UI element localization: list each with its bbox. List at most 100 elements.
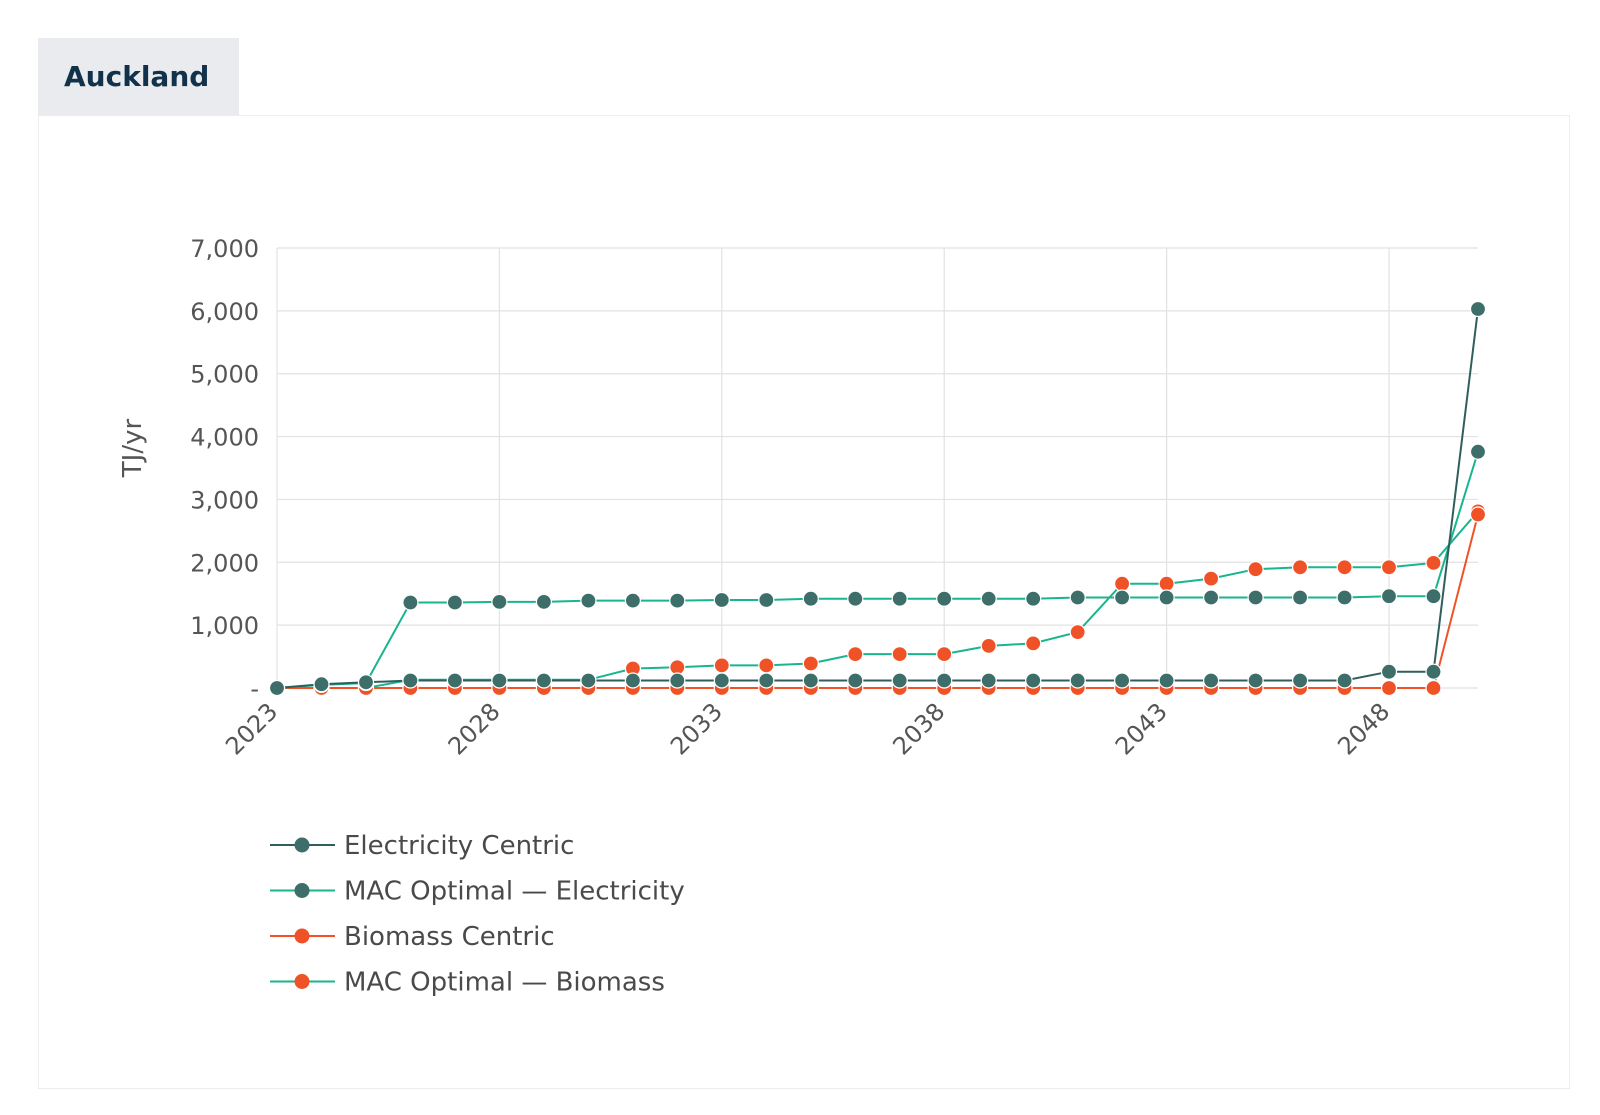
legend-marker (294, 928, 310, 944)
data-point (1247, 589, 1264, 606)
legend-label: MAC Optimal — Electricity (344, 877, 685, 907)
data-point (268, 679, 286, 697)
data-point (1291, 672, 1309, 689)
data-point (936, 590, 953, 607)
data-point (936, 672, 953, 689)
data-point (446, 672, 463, 689)
data-point (758, 591, 775, 609)
data-point (1247, 672, 1264, 689)
x-tick-label: 2048 (1332, 697, 1395, 760)
data-point (1113, 589, 1131, 606)
data-point (802, 672, 819, 689)
data-point (1336, 672, 1353, 689)
data-point (1158, 575, 1175, 592)
x-axis: 2023 2028 2033 2038 2043 2048 (220, 697, 1395, 760)
legend-label: Biomass Centric (344, 922, 555, 952)
data-point (1469, 506, 1487, 523)
y-tick-label: 4,000 (190, 424, 259, 452)
data-point (1113, 575, 1131, 592)
data-point (580, 672, 597, 689)
data-point (980, 672, 997, 689)
legend-label: MAC Optimal — Biomass (344, 968, 665, 998)
x-tick-label: 2043 (1110, 697, 1173, 760)
data-point (1247, 561, 1264, 578)
data-point (847, 645, 864, 663)
data-point (1425, 663, 1442, 680)
legend: Electricity Centric MAC Optimal — Electri… (270, 831, 685, 998)
region-tab-label: Auckland (64, 60, 210, 93)
x-tick-label: 2033 (665, 697, 728, 760)
data-point (1291, 589, 1309, 606)
data-point (1158, 672, 1175, 689)
data-point (980, 637, 997, 655)
y-tick-label: 7,000 (190, 235, 259, 263)
data-point (1202, 570, 1220, 587)
data-point (491, 672, 508, 689)
chart-grid (276, 247, 1478, 689)
data-point (713, 672, 730, 689)
data-point (402, 594, 419, 611)
series-line (277, 514, 1479, 689)
data-point (1380, 559, 1398, 576)
data-point (1469, 300, 1487, 318)
y-tick-label: - (250, 675, 259, 703)
series-line (276, 451, 1479, 689)
x-tick-label: 2023 (220, 697, 283, 760)
y-tick-label: 5,000 (190, 361, 259, 389)
y-axis-label: TJ/yr (118, 418, 148, 478)
data-point (1380, 679, 1398, 697)
data-point (758, 672, 775, 689)
data-point (535, 672, 553, 689)
data-point (580, 592, 597, 609)
data-point (491, 593, 508, 611)
legend-marker (294, 883, 310, 898)
data-point (1025, 635, 1042, 652)
data-point (713, 591, 730, 609)
x-tick-label: 2028 (443, 697, 506, 760)
legend-marker (294, 837, 310, 853)
data-point (1025, 672, 1042, 689)
data-point (758, 657, 775, 674)
data-point (313, 676, 330, 693)
data-point (402, 672, 419, 689)
data-point (1069, 672, 1086, 689)
data-point (1202, 589, 1220, 606)
data-point (1025, 590, 1042, 607)
data-point (1469, 443, 1487, 460)
data-point (980, 590, 997, 607)
data-point (802, 655, 819, 672)
y-axis: - 1,000 2,000 3,000 4,000 5,000 6,000 7,000 (190, 235, 259, 703)
data-point (1202, 672, 1220, 689)
data-point (847, 590, 864, 607)
data-point (1425, 679, 1442, 697)
data-point (669, 592, 686, 609)
data-point (1336, 589, 1353, 606)
y-tick-label: 2,000 (190, 549, 259, 577)
data-point (1380, 663, 1398, 680)
data-point (357, 674, 375, 691)
y-tick-label: 3,000 (190, 486, 259, 514)
data-point (1113, 672, 1131, 689)
y-tick-label: 1,000 (190, 612, 259, 640)
data-point (891, 590, 908, 607)
data-point (1291, 559, 1309, 576)
data-point (891, 645, 908, 663)
data-point (624, 592, 642, 609)
data-point (802, 590, 819, 607)
data-point (1425, 588, 1442, 605)
series-line (276, 308, 1479, 689)
y-tick-label: 6,000 (190, 298, 259, 326)
data-point (624, 672, 642, 689)
data-point (446, 594, 463, 611)
data-point (1380, 588, 1398, 605)
data-point (847, 672, 864, 689)
data-point (936, 645, 953, 663)
data-point (1336, 559, 1353, 576)
chart-series (268, 300, 1487, 697)
data-point (1069, 623, 1086, 641)
legend-marker (294, 974, 310, 989)
region-tab[interactable]: Auckland (38, 38, 239, 115)
data-point (535, 593, 553, 611)
legend-label: Electricity Centric (344, 831, 574, 861)
